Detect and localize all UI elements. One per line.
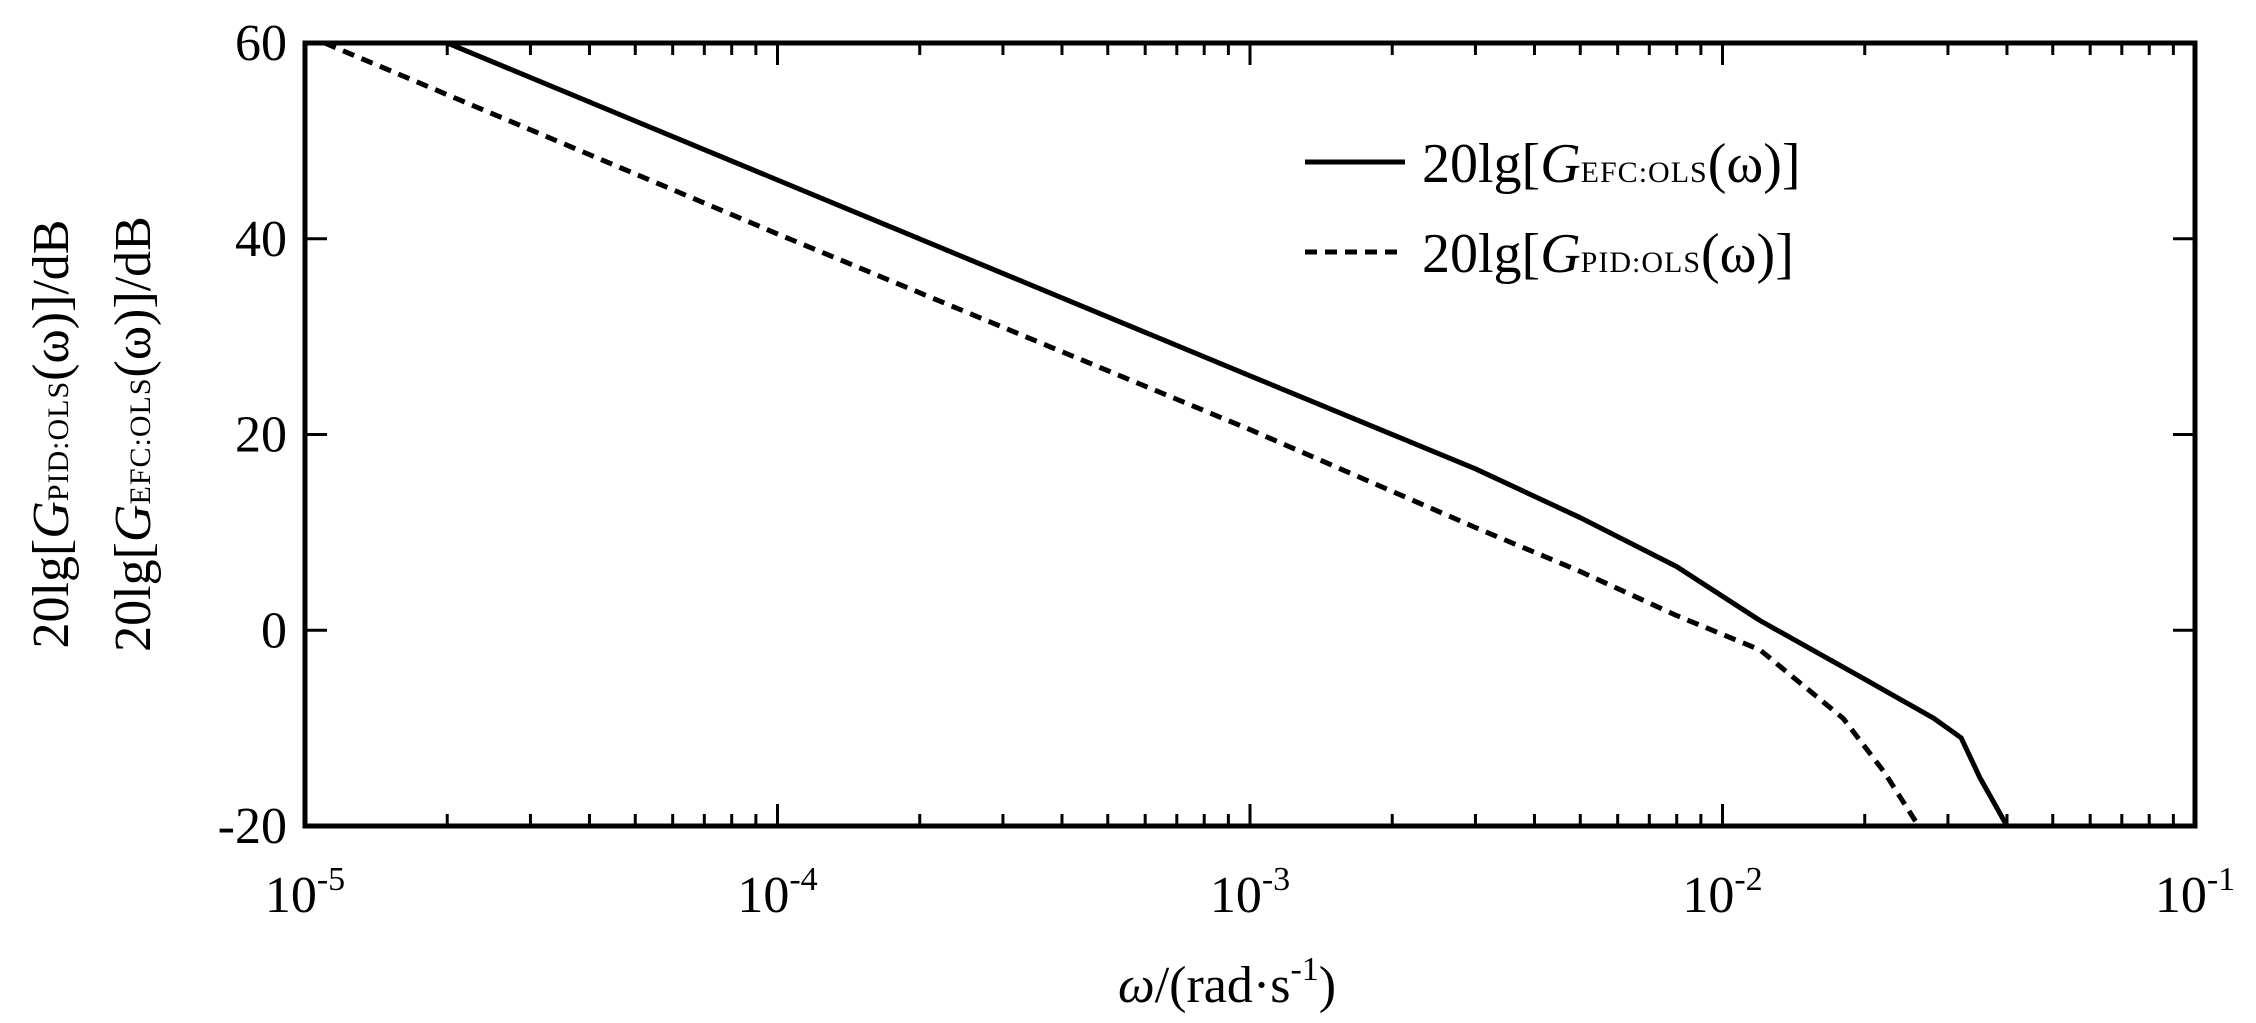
series-line-pid — [323, 43, 1921, 826]
y-axis-label-pid: 20lg[GPID:OLS(ω)]/dB — [23, 220, 80, 649]
x-tick-label: 10-5 — [265, 861, 345, 924]
legend: 20lg[GEFC:OLS(ω)] 20lg[GPID:OLS(ω)] — [1305, 133, 1801, 285]
x-tick-label: 10-1 — [2155, 861, 2235, 924]
y-tick-label: 60 — [235, 15, 287, 72]
y-tick-label: -20 — [218, 798, 287, 855]
y-tick-label: 40 — [235, 211, 287, 268]
x-tick-label: 10-3 — [1210, 861, 1290, 924]
x-tick-label: 10-4 — [737, 861, 817, 924]
y-tick-labels: -20 0 20 40 60 — [218, 15, 287, 855]
y-tick-label: 0 — [261, 602, 287, 659]
x-axis-label: ω/(rad·s-1) — [1118, 951, 1336, 1014]
plot-frame — [302, 40, 2198, 829]
legend-label-pid: 20lg[GPID:OLS(ω)] — [1422, 223, 1794, 285]
series-line-efc — [446, 43, 2010, 826]
x-tick-labels: 10-5 10-4 10-3 10-2 10-1 — [265, 861, 2235, 924]
y-axis-label-efc: 20lg[GEFC:OLS(ω)]/dB — [105, 216, 162, 652]
y-tick-label: 20 — [235, 407, 287, 464]
x-tick-label: 10-2 — [1682, 861, 1762, 924]
legend-label-efc: 20lg[GEFC:OLS(ω)] — [1422, 133, 1801, 195]
curves — [323, 43, 2010, 826]
